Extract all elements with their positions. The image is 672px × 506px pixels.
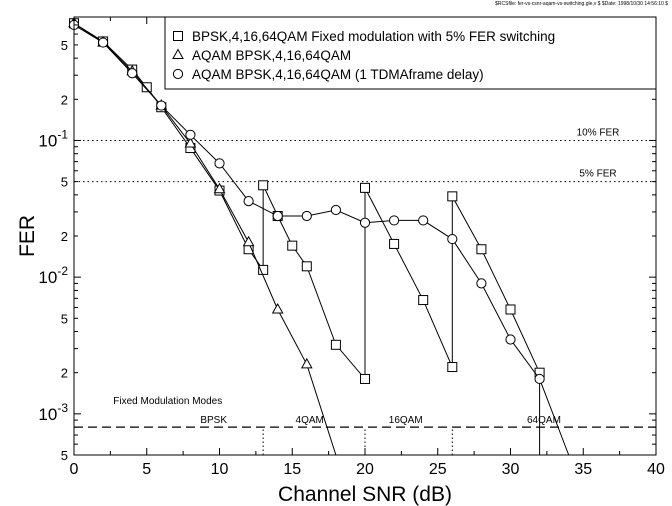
- x-tick-label: 10: [211, 461, 229, 478]
- triangle-point: [271, 302, 284, 314]
- circle-point: [156, 100, 167, 111]
- legend-marker-square: [173, 31, 183, 41]
- y-tick-label: 2: [61, 92, 68, 107]
- x-tick-label: 35: [574, 461, 592, 478]
- y-tick-label: 10-1: [38, 127, 68, 150]
- circle-point: [330, 204, 341, 216]
- circle-point: [185, 129, 196, 140]
- triangle-point: [242, 235, 255, 247]
- y-tick-label: 5: [61, 38, 68, 53]
- legend-box: [164, 16, 657, 90]
- y-tick-label: 2: [61, 366, 68, 381]
- circle-point: [447, 233, 458, 245]
- x-tick-label: 15: [283, 461, 301, 478]
- square-point: [505, 304, 516, 315]
- x-tick-label: 5: [142, 461, 151, 478]
- y-tick-label: 10-3: [38, 401, 68, 424]
- series-circle: [68, 19, 570, 456]
- y-tick-label: 5: [61, 311, 68, 326]
- mode-label-4qam: 4QAM: [296, 415, 324, 426]
- circle-point: [359, 217, 371, 228]
- triangle-point: [300, 357, 313, 369]
- square-point: [301, 261, 312, 272]
- circle-point: [301, 210, 312, 222]
- mode-label-16qam: 16QAM: [389, 415, 423, 426]
- legend-label-square: BPSK,4,16,64QAM Fixed modulation with 5%…: [192, 29, 555, 44]
- circle-point: [476, 278, 487, 289]
- mode-label-bpsk: BPSK: [200, 415, 227, 426]
- reference-label-0: 10% FER: [577, 127, 620, 138]
- circle-point: [418, 215, 429, 226]
- x-tick-label: 25: [429, 461, 447, 478]
- square-point: [389, 238, 400, 249]
- series-line-circle: [73, 24, 570, 456]
- x-axis-label: Channel SNR (dB): [278, 483, 452, 506]
- circle-point: [214, 158, 225, 169]
- square-point: [360, 373, 370, 384]
- y-axis-label: FER: [16, 215, 39, 257]
- square-point: [258, 180, 269, 191]
- legend: BPSK,4,16,64QAM Fixed modulation with 5%…: [164, 16, 657, 90]
- square-point: [287, 240, 298, 251]
- square-point: [447, 191, 458, 202]
- circle-point: [272, 210, 283, 222]
- circle-point: [243, 196, 254, 207]
- fixed-modulation-title: Fixed Modulation Modes: [113, 396, 222, 407]
- legend-label-circle: AQAM BPSK,4,16,64QAM (1 TDMAframe delay): [192, 67, 484, 82]
- circle-point: [98, 37, 109, 48]
- reference-lines: 10% FER 5% FER Fixed Modulation Modes BPSK 4…: [74, 127, 656, 455]
- series-layer: [68, 16, 570, 456]
- header-note: $RCSfile: fer-vs-csnr-aqam-vs-switching.…: [495, 1, 668, 7]
- legend-marker-circle: [172, 68, 184, 80]
- square-point: [258, 264, 269, 275]
- square-point: [476, 244, 487, 255]
- square-point: [360, 182, 370, 193]
- y-tick-label: 5: [61, 448, 68, 463]
- circle-point: [505, 334, 516, 345]
- square-point: [447, 362, 458, 373]
- x-tick-label: 30: [502, 461, 520, 478]
- circle-point: [534, 373, 545, 385]
- square-point: [330, 339, 341, 350]
- series-line-triangle: [73, 22, 337, 456]
- triangle-point: [213, 182, 226, 194]
- y-tick-label: 2: [61, 229, 68, 244]
- legend-label-triangle: AQAM BPSK,4,16,64QAM: [192, 48, 351, 63]
- circle-point: [127, 68, 138, 79]
- y-tick-label: 5: [61, 175, 68, 190]
- x-tick-label: 40: [647, 461, 665, 478]
- mode-label-64qam: 64QAM: [527, 415, 561, 426]
- square-point: [418, 295, 429, 306]
- triangle-point: [184, 136, 197, 148]
- circle-point: [389, 215, 400, 226]
- y-tick-label: 10-2: [38, 264, 68, 287]
- legend-marker-triangle: [172, 48, 184, 59]
- square-point: [141, 82, 152, 93]
- x-tick-label: 0: [70, 461, 79, 478]
- x-tick-label: 20: [356, 461, 374, 478]
- reference-label-1: 5% FER: [579, 169, 616, 180]
